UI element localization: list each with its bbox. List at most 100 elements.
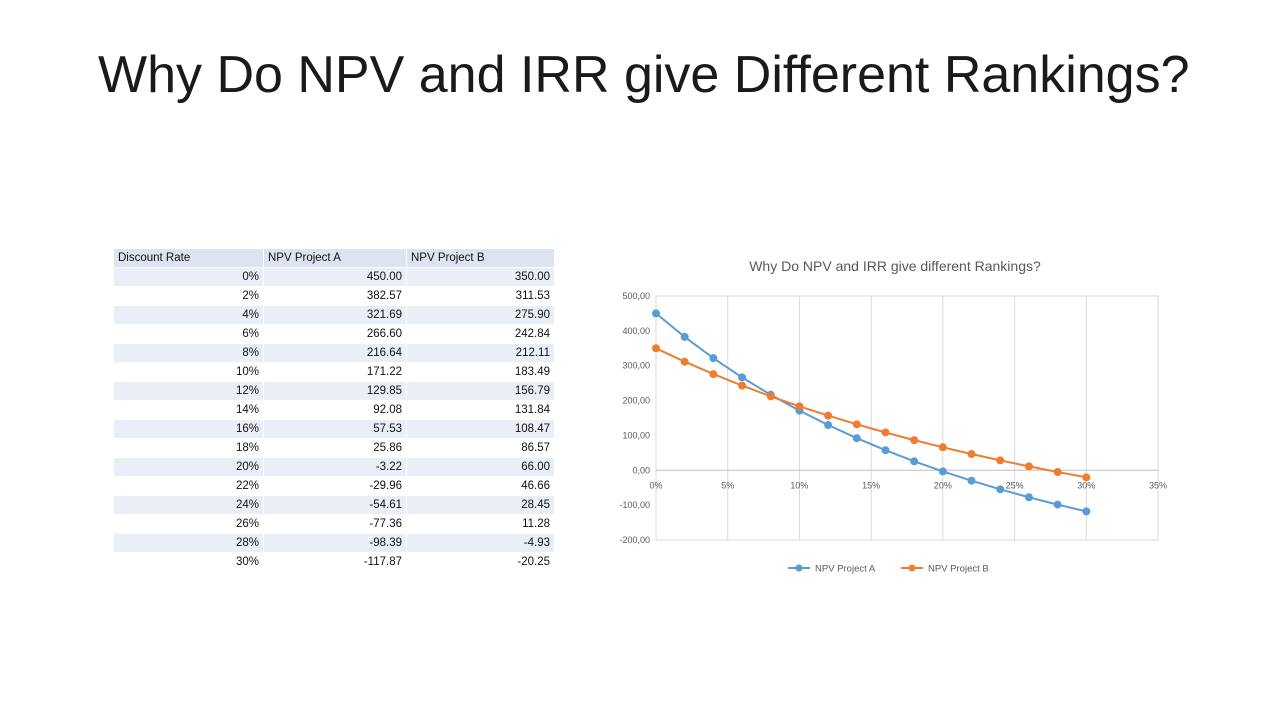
discount-rate-cell: 6% — [113, 324, 264, 344]
data-point-project-a — [709, 354, 718, 363]
chart-container: Why Do NPV and IRR give different Rankin… — [590, 240, 1190, 590]
discount-rate-cell: 20% — [113, 457, 264, 477]
x-tick-label: 15% — [862, 480, 880, 490]
npv-b-cell: 242.84 — [406, 324, 555, 344]
npv-a-cell: 266.60 — [263, 324, 407, 344]
data-point-project-b — [996, 456, 1005, 465]
chart-title: Why Do NPV and IRR give different Rankin… — [749, 258, 1041, 274]
table-body: 0% 450.00 350.00 2% 382.57 311.53 4% 321.69 275.… — [113, 267, 555, 572]
table-row: 22% -29.96 46.66 — [113, 476, 555, 496]
data-point-project-a — [1053, 500, 1062, 509]
data-point-project-b — [852, 420, 861, 429]
y-tick-label: 400,00 — [622, 326, 650, 336]
discount-rate-cell: 24% — [113, 495, 264, 515]
discount-rate-cell: 2% — [113, 286, 264, 306]
table-row: 30% -117.87 -20.25 — [113, 552, 555, 572]
column-header: NPV Project A — [263, 248, 407, 268]
npv-b-cell: 66.00 — [406, 457, 555, 477]
npv-a-cell: 450.00 — [263, 267, 407, 287]
data-point-project-a — [967, 476, 976, 485]
npv-b-cell: 212.11 — [406, 343, 555, 363]
data-point-project-a — [938, 467, 947, 476]
x-tick-label: 20% — [934, 480, 952, 490]
legend-label: NPV Project B — [928, 564, 989, 575]
npv-a-cell: -29.96 — [263, 476, 407, 496]
series-line-project-a — [655, 312, 1087, 513]
data-point-project-a — [680, 332, 689, 341]
y-tick-label: 500,00 — [622, 291, 650, 301]
discount-rate-cell: 4% — [113, 305, 264, 325]
legend-label: NPV Project A — [815, 564, 876, 575]
data-point-project-b — [824, 411, 833, 420]
x-tick-label: 5% — [721, 480, 734, 490]
x-tick-label: 0% — [649, 480, 662, 490]
y-tick-label: 200,00 — [622, 396, 650, 406]
x-tick-label: 35% — [1149, 480, 1167, 490]
x-tick-label: 30% — [1077, 480, 1095, 490]
table-row: 16% 57.53 108.47 — [113, 419, 555, 439]
data-point-project-a — [852, 434, 861, 443]
column-header: Discount Rate — [113, 248, 264, 268]
plot-area — [655, 295, 1159, 541]
data-point-project-b — [709, 370, 718, 379]
table-row: 4% 321.69 275.90 — [113, 305, 555, 325]
table-header-row: Discount Rate NPV Project A NPV Project … — [113, 248, 555, 268]
data-point-project-b — [1053, 468, 1062, 477]
discount-rate-cell: 30% — [113, 552, 264, 572]
y-tick-label: -100,00 — [619, 500, 650, 510]
npv-a-cell: 57.53 — [263, 419, 407, 439]
data-point-project-b — [1082, 473, 1091, 482]
data-point-project-b — [881, 428, 890, 437]
data-point-project-a — [738, 373, 747, 382]
table-row: 18% 25.86 86.57 — [113, 438, 555, 458]
npv-a-cell: 25.86 — [263, 438, 407, 458]
npv-b-cell: 131.84 — [406, 400, 555, 420]
data-point-project-b — [1024, 462, 1033, 471]
legend-swatch-marker — [908, 564, 916, 572]
x-tick-label: 25% — [1006, 480, 1024, 490]
table-row: 2% 382.57 311.53 — [113, 286, 555, 306]
y-tick-label: 100,00 — [622, 430, 650, 440]
npv-a-cell: 382.57 — [263, 286, 407, 306]
table-row: 24% -54.61 28.45 — [113, 495, 555, 515]
npv-a-cell: 129.85 — [263, 381, 407, 401]
npv-b-cell: 350.00 — [406, 267, 555, 287]
data-point-project-a — [910, 457, 919, 466]
npv-b-cell: 311.53 — [406, 286, 555, 306]
npv-a-cell: -98.39 — [263, 533, 407, 553]
discount-rate-cell: 14% — [113, 400, 264, 420]
discount-rate-cell: 12% — [113, 381, 264, 401]
legend-swatch-marker — [795, 564, 803, 572]
y-tick-label: 0,00 — [632, 465, 650, 475]
table-row: 10% 171.22 183.49 — [113, 362, 555, 382]
npv-table: Discount Rate NPV Project A NPV Project … — [113, 248, 555, 572]
data-point-project-a — [996, 485, 1005, 494]
data-point-project-b — [795, 402, 804, 411]
npv-b-cell: 275.90 — [406, 305, 555, 325]
npv-a-cell: 216.64 — [263, 343, 407, 363]
data-point-project-b — [766, 392, 775, 401]
npv-b-cell: 183.49 — [406, 362, 555, 382]
npv-a-cell: -117.87 — [263, 552, 407, 572]
table-row: 6% 266.60 242.84 — [113, 324, 555, 344]
data-point-project-b — [967, 450, 976, 459]
discount-rate-cell: 26% — [113, 514, 264, 534]
table-row: 20% -3.22 66.00 — [113, 457, 555, 477]
npv-a-cell: 92.08 — [263, 400, 407, 420]
npv-a-cell: 321.69 — [263, 305, 407, 325]
npv-b-cell: 28.45 — [406, 495, 555, 515]
data-point-project-a — [652, 309, 660, 318]
data-point-project-a — [824, 421, 833, 430]
npv-a-cell: -3.22 — [263, 457, 407, 477]
y-tick-label: -200,00 — [619, 535, 650, 545]
npv-a-cell: -54.61 — [263, 495, 407, 515]
npv-b-cell: -20.25 — [406, 552, 555, 572]
data-point-project-b — [652, 344, 660, 353]
table-row: 0% 450.00 350.00 — [113, 267, 555, 287]
npv-b-cell: 46.66 — [406, 476, 555, 496]
discount-rate-cell: 0% — [113, 267, 264, 287]
npv-a-cell: 171.22 — [263, 362, 407, 382]
npv-b-cell: -4.93 — [406, 533, 555, 553]
table-row: 8% 216.64 212.11 — [113, 343, 555, 363]
y-tick-label: 300,00 — [622, 361, 650, 371]
